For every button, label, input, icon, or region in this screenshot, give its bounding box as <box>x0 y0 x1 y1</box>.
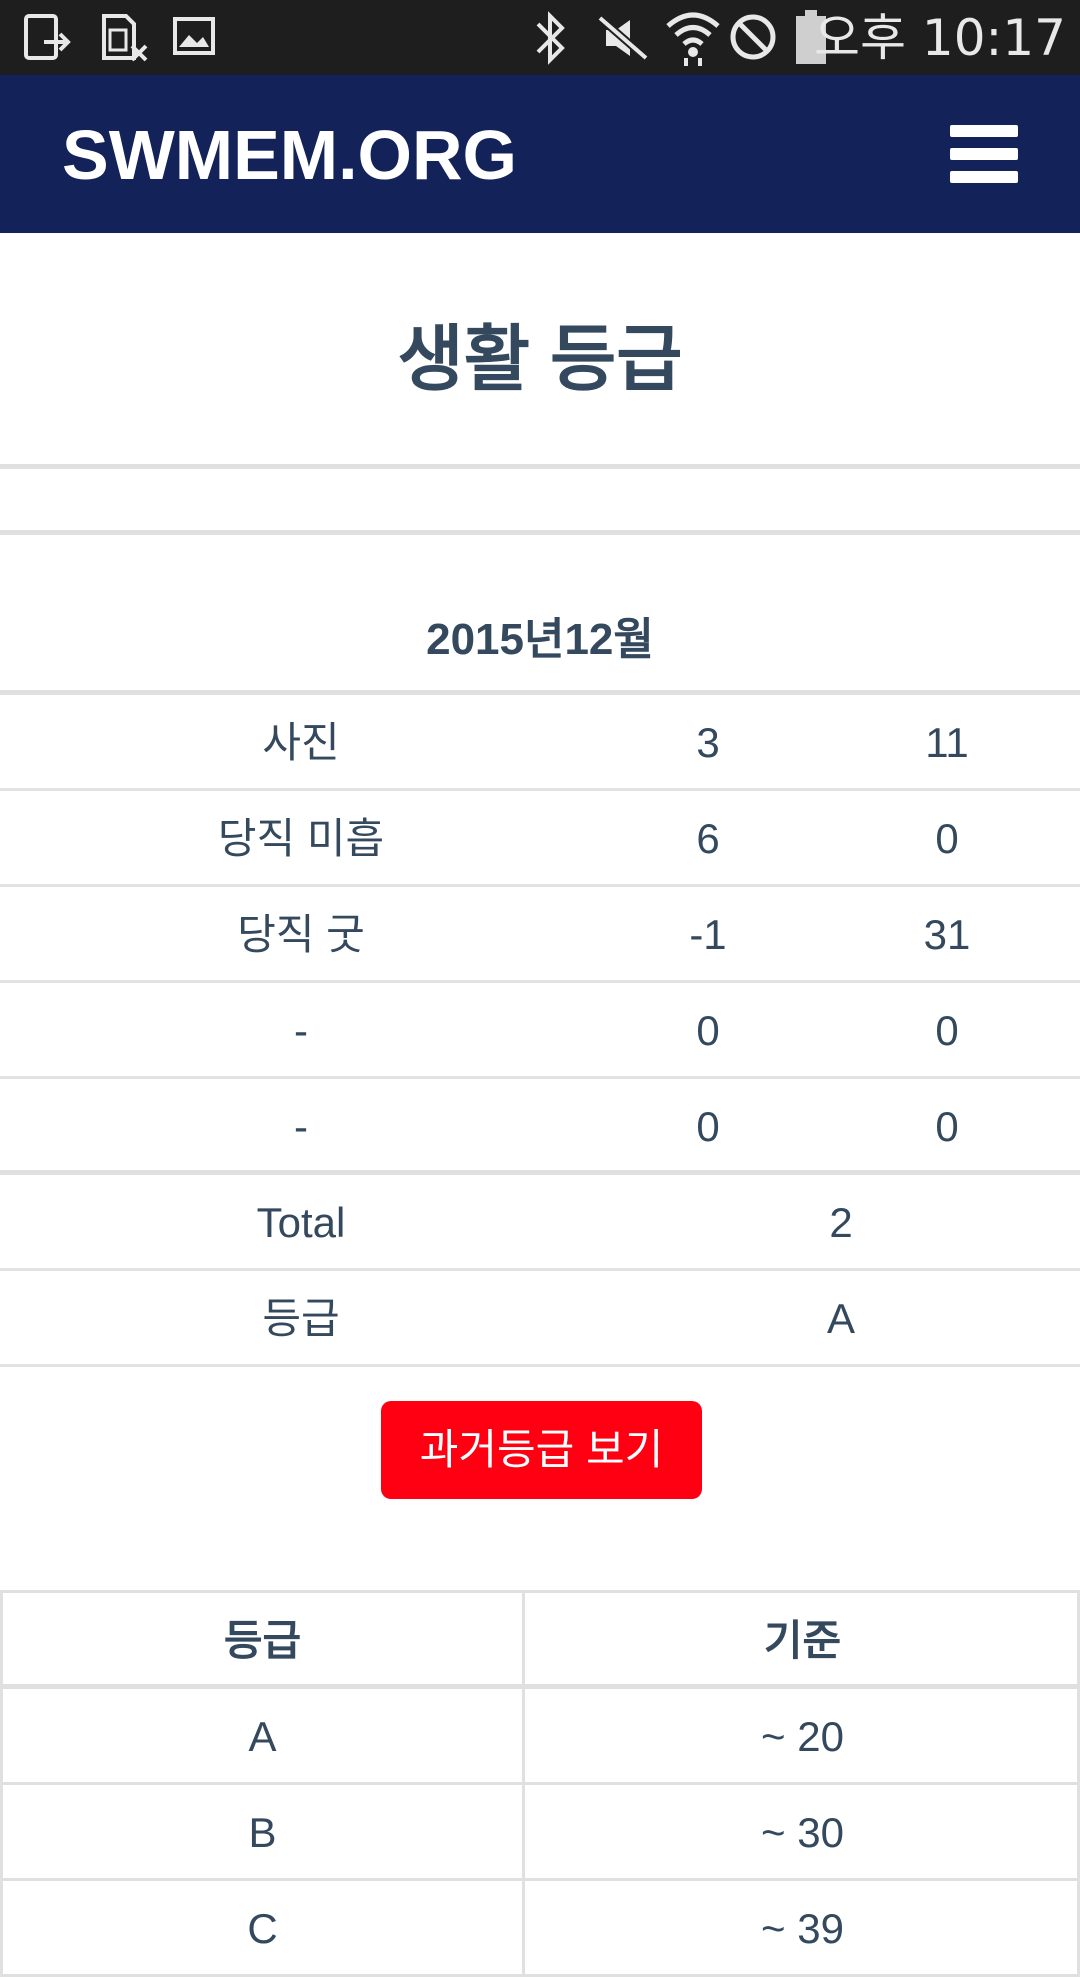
row-label: - <box>294 1007 308 1054</box>
do-not-disturb-icon <box>730 14 776 60</box>
screenshot-notification-icon <box>24 14 71 60</box>
status-time: 오후 10:17 <box>814 9 1066 67</box>
hamburger-line <box>950 148 1018 160</box>
table-row: 당직 굿 -1 31 <box>0 887 1080 983</box>
criteria-table: 등급 기준 A ~ 20 B ~ 30 C ~ 39 <box>0 1590 1080 1977</box>
score-table: 사진 3 11 당직 미흡 6 0 당직 굿 -1 31 - 0 0 - 0 0… <box>0 690 1080 1367</box>
row-value-b: 0 <box>935 1103 959 1150</box>
criteria-header-row: 등급 기준 <box>3 1593 1077 1689</box>
total-value: 2 <box>829 1199 853 1246</box>
row-label: - <box>294 1103 308 1150</box>
criteria-header-grade: 등급 <box>3 1593 525 1689</box>
row-value-a: 6 <box>696 815 720 862</box>
table-row: B ~ 30 <box>3 1785 1077 1881</box>
total-row: Total 2 <box>0 1175 1080 1271</box>
table-row: 당직 미흡 6 0 <box>0 791 1080 887</box>
criteria-grade: A <box>3 1689 525 1785</box>
divider <box>0 530 1080 535</box>
hamburger-menu-icon[interactable] <box>950 125 1018 183</box>
month-label: 2015년12월 <box>426 615 654 664</box>
app-header: SWMEM.ORG <box>0 75 1080 233</box>
criteria-grade: B <box>3 1785 525 1881</box>
hamburger-line <box>950 171 1018 183</box>
hamburger-line <box>950 125 1018 137</box>
status-bar: 오후 10:17 <box>0 0 1080 75</box>
table-row: 사진 3 11 <box>0 695 1080 791</box>
row-label: 당직 굿 <box>237 911 365 958</box>
wifi-icon <box>666 12 720 66</box>
row-label: 사진 <box>262 719 340 766</box>
table-row: C ~ 39 <box>3 1881 1077 1977</box>
criteria-value: ~ 39 <box>761 1905 844 1952</box>
table-row: A ~ 20 <box>3 1689 1077 1785</box>
sim-error-icon <box>102 14 148 62</box>
bluetooth-icon <box>536 11 565 65</box>
row-value-a: 0 <box>696 1103 720 1150</box>
criteria-grade: C <box>3 1881 525 1977</box>
row-value-a: 3 <box>696 719 720 766</box>
criteria-value: ~ 20 <box>761 1713 844 1760</box>
criteria-header-criteria: 기준 <box>763 1617 842 1664</box>
row-value-a: 0 <box>696 1007 720 1054</box>
grade-value: A <box>826 1295 855 1342</box>
battery-icon <box>796 10 826 64</box>
row-value-b: 11 <box>925 719 969 766</box>
divider <box>0 464 1080 469</box>
row-value-b: 0 <box>935 1007 959 1054</box>
grade-label: 등급 <box>262 1295 340 1342</box>
past-grades-button[interactable]: 과거등급 보기 <box>381 1401 702 1499</box>
table-row: - 0 0 <box>0 1079 1080 1175</box>
table-row: - 0 0 <box>0 983 1080 1079</box>
mute-icon <box>597 14 649 62</box>
site-brand-link[interactable]: SWMEM.ORG <box>62 116 517 194</box>
row-label: 당직 미흡 <box>217 815 385 862</box>
grade-row: 등급 A <box>0 1271 1080 1367</box>
criteria-value: ~ 30 <box>761 1809 844 1856</box>
row-value-b: 31 <box>923 911 971 958</box>
row-value-a: -1 <box>689 911 727 958</box>
page-title: 생활 등급 <box>397 320 683 400</box>
row-value-b: 0 <box>935 815 959 862</box>
total-label: Total <box>256 1199 346 1246</box>
image-notification-icon <box>173 17 215 55</box>
